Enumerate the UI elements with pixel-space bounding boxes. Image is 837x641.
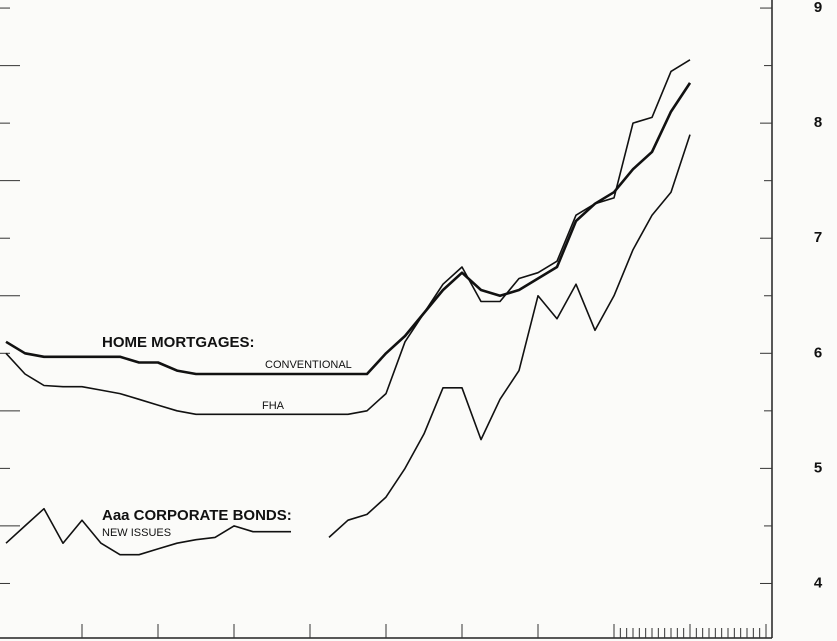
y-tick-label: 6 [814,344,822,361]
y-tick-label: 8 [814,114,822,131]
series-line [5,59,691,416]
annotation: CONVENTIONAL [265,359,352,371]
y-tick-label: 7 [814,229,822,246]
series-line [5,82,692,376]
annotation: Aaa CORPORATE BONDS: [102,507,292,524]
series-line [5,134,691,556]
annotation: FHA [262,400,285,412]
y-tick-label: 4 [814,574,823,591]
y-tick-label: 9 [814,0,822,16]
y-tick-label: 5 [814,459,822,476]
annotation: NEW ISSUES [102,527,171,539]
annotation: HOME MORTGAGES: [102,334,255,351]
